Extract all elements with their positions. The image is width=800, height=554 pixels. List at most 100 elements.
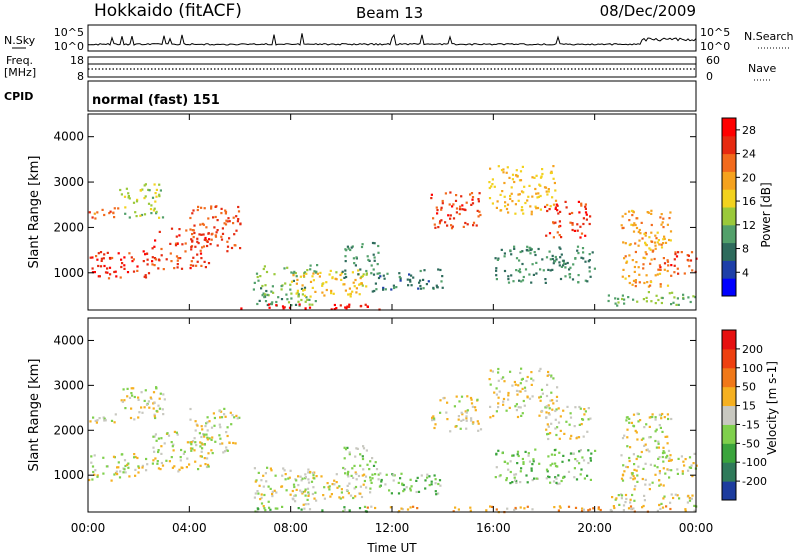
echo-cell — [126, 271, 130, 274]
echo-cell — [661, 506, 665, 509]
echo-cell — [265, 289, 268, 293]
echo-cell — [627, 507, 631, 510]
echo-cell — [568, 423, 571, 426]
echo-cell — [587, 449, 590, 452]
echo-cell — [204, 425, 207, 428]
echo-cell — [270, 303, 273, 306]
echo-cell — [588, 508, 592, 511]
echo-cell — [514, 383, 517, 386]
echo-cell — [657, 268, 660, 271]
echo-cell — [576, 245, 580, 248]
echo-cell — [521, 165, 524, 168]
echo-cell — [690, 464, 693, 467]
echo-cell — [304, 494, 307, 497]
echo-cell — [573, 229, 576, 232]
echo-cell — [553, 181, 556, 185]
echo-cell — [434, 478, 437, 481]
echo-cell — [153, 257, 157, 260]
echo-cell — [136, 269, 139, 272]
echo-cell — [628, 417, 631, 420]
echo-cell — [541, 409, 544, 413]
echo-cell — [525, 249, 529, 252]
echo-cell — [351, 290, 354, 293]
echo-cell — [575, 478, 579, 481]
echo-cell — [313, 270, 316, 273]
echo-cell — [622, 504, 626, 507]
echo-cell — [131, 394, 134, 397]
echo-cell — [575, 437, 578, 440]
echo-cell — [686, 254, 689, 257]
echo-cell — [562, 264, 565, 267]
echo-cell — [499, 193, 502, 196]
echo-cell — [588, 253, 591, 256]
echo-cell — [589, 417, 592, 420]
echo-cell — [533, 477, 536, 480]
echo-cell — [264, 293, 267, 296]
colorbar-tick-label: 200 — [742, 343, 763, 356]
echo-cell — [335, 307, 338, 310]
echo-cell — [455, 207, 459, 210]
echo-cell — [674, 251, 677, 254]
echo-cell — [348, 509, 351, 512]
echo-cell — [209, 243, 212, 246]
echo-cell — [296, 278, 299, 281]
echo-cell — [552, 236, 555, 239]
echo-cell — [158, 230, 161, 233]
echo-cell — [658, 479, 661, 482]
echo-cell — [96, 474, 99, 477]
echo-cell — [547, 455, 550, 458]
echo-cell — [504, 205, 507, 208]
echo-cell — [502, 171, 505, 174]
echo-cell — [365, 272, 368, 275]
echo-cell — [511, 384, 514, 387]
echo-cell — [263, 507, 266, 510]
echo-cell — [621, 215, 624, 218]
echo-cell — [206, 438, 209, 441]
echo-cell — [359, 453, 362, 456]
echo-cell — [554, 462, 557, 465]
echo-cell — [660, 502, 663, 505]
echo-cell — [292, 279, 295, 282]
echo-cell — [416, 476, 419, 479]
echo-cell — [455, 211, 458, 214]
echo-cell — [302, 289, 305, 292]
echo-cell — [691, 269, 694, 272]
echo-cell — [300, 491, 303, 494]
echo-cell — [688, 466, 691, 469]
echo-cell — [527, 195, 530, 198]
echo-cell — [211, 436, 214, 439]
echo-cell — [477, 200, 480, 203]
echo-cell — [284, 478, 287, 481]
echo-cell — [633, 499, 636, 502]
echo-cell — [190, 449, 193, 452]
echo-cell — [654, 244, 657, 247]
echo-cell — [172, 449, 175, 452]
echo-cell — [526, 245, 529, 248]
echo-cell — [347, 293, 350, 296]
echo-cell — [197, 468, 200, 471]
echo-cell — [300, 508, 303, 511]
echo-cell — [449, 214, 452, 217]
echo-cell — [309, 470, 312, 474]
echo-cell — [193, 449, 196, 452]
echo-cell — [432, 286, 435, 289]
echo-cell — [555, 408, 558, 411]
echo-cell — [263, 265, 266, 268]
echo-cell — [92, 416, 95, 419]
echo-cell — [121, 400, 124, 403]
echo-cell — [474, 406, 477, 409]
echo-cell — [307, 481, 311, 484]
echo-cell — [670, 303, 673, 306]
echo-cell — [523, 404, 526, 407]
noise-panel: N.Sky 10^5 10^0 10^5 10^0 N.Search — [4, 24, 794, 53]
echo-cell — [185, 229, 188, 232]
echo-cell — [342, 510, 345, 513]
echo-cell — [649, 284, 652, 287]
echo-cell — [354, 485, 358, 489]
echo-cell — [299, 489, 302, 492]
echo-cell — [130, 392, 133, 395]
echo-cell — [153, 264, 156, 267]
echo-cell — [155, 188, 158, 191]
echo-cell — [477, 429, 480, 432]
